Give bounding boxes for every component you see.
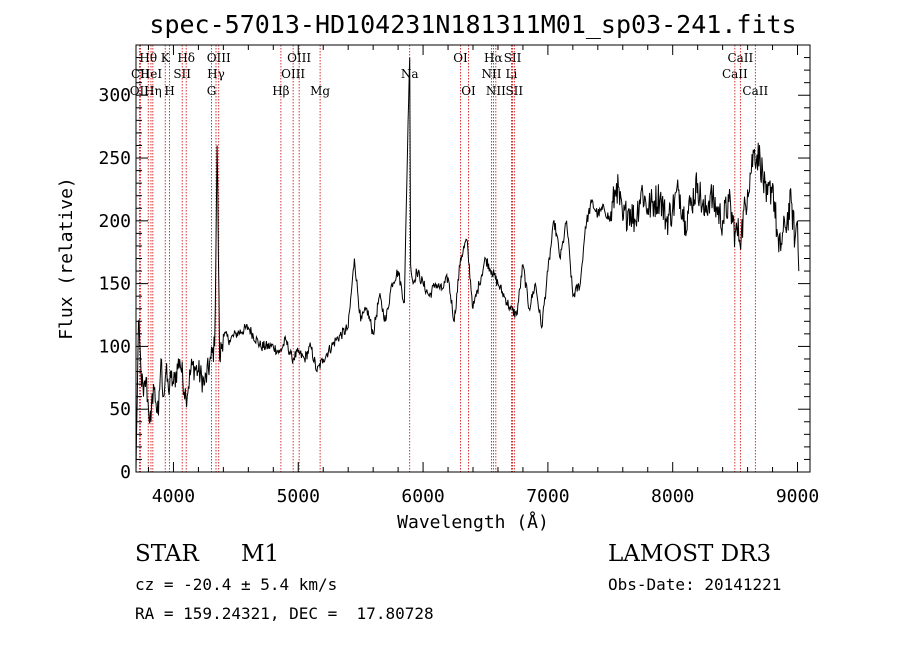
y-tick-label-2: 100 bbox=[98, 336, 131, 357]
spectral-line-markers bbox=[138, 45, 756, 472]
line-label-7: SII bbox=[173, 67, 191, 81]
line-label-26: CaII bbox=[722, 67, 748, 81]
line-label-19: Hα bbox=[484, 51, 503, 65]
survey-name: LAMOST DR3 bbox=[608, 541, 772, 567]
y-tick-label-1: 50 bbox=[109, 399, 131, 420]
line-label-12: Hβ bbox=[272, 84, 289, 98]
y-tick-label-3: 150 bbox=[98, 274, 131, 295]
line-label-27: CaII bbox=[742, 84, 768, 98]
redshift-text: cz = -20.4 ± 5.4 km/s bbox=[135, 575, 338, 594]
x-tick-label-0: 4000 bbox=[152, 486, 195, 507]
spectrum-series-line bbox=[135, 57, 800, 473]
object-class: STAR bbox=[135, 541, 199, 567]
subclass: M1 bbox=[241, 541, 280, 567]
line-label-8: Hδ bbox=[177, 51, 195, 65]
x-tick-label-5: 9000 bbox=[776, 486, 819, 507]
obs-date-text: Obs-Date: 20141221 bbox=[608, 575, 782, 594]
x-axis-label: Wavelength (Å) bbox=[397, 511, 549, 533]
y-axis-label: Flux (relative) bbox=[56, 177, 77, 340]
line-label-4: Hη bbox=[144, 84, 162, 98]
coordinates-text: RA = 159.24321, DEC = 17.80728 bbox=[135, 604, 434, 623]
line-label-2: Hθ bbox=[139, 51, 157, 65]
line-label-18: OI bbox=[461, 84, 476, 98]
axis-ticks: 4000 5000 6000 7000 8000 9000 0 50 100 150 200 250 3… bbox=[98, 45, 819, 507]
y-tick-label-6: 300 bbox=[98, 85, 131, 106]
line-label-20: NII bbox=[481, 67, 501, 81]
line-label-11: G bbox=[207, 84, 217, 98]
line-label-3: HeI bbox=[140, 67, 163, 81]
x-tick-label-3: 7000 bbox=[526, 486, 569, 507]
line-label-23: Li bbox=[506, 67, 518, 81]
line-label-5: K bbox=[161, 51, 171, 65]
line-label-10: Hγ bbox=[207, 67, 225, 81]
line-label-14: OIII bbox=[287, 51, 311, 65]
y-tick-label-4: 200 bbox=[98, 211, 131, 232]
line-label-6: H bbox=[164, 84, 174, 98]
x-tick-label-1: 5000 bbox=[277, 486, 320, 507]
line-label-13: OIII bbox=[281, 67, 305, 81]
line-label-9: OIII bbox=[207, 51, 231, 65]
x-tick-label-2: 6000 bbox=[401, 486, 444, 507]
line-label-21: NII bbox=[486, 84, 506, 98]
line-label-1: OII bbox=[130, 84, 150, 98]
chart-title: spec-57013-HD104231N181311M01_sp03-241.f… bbox=[149, 10, 796, 39]
line-label-15: Mg bbox=[310, 84, 330, 98]
line-label-25: CaII bbox=[727, 51, 753, 65]
y-tick-label-0: 0 bbox=[120, 462, 131, 483]
line-label-17: OI bbox=[453, 51, 468, 65]
line-label-24: SII bbox=[505, 84, 523, 98]
plot-frame bbox=[135, 44, 811, 473]
line-label-22: SII bbox=[504, 51, 522, 65]
y-tick-label-5: 250 bbox=[98, 148, 131, 169]
x-tick-label-4: 8000 bbox=[651, 486, 694, 507]
